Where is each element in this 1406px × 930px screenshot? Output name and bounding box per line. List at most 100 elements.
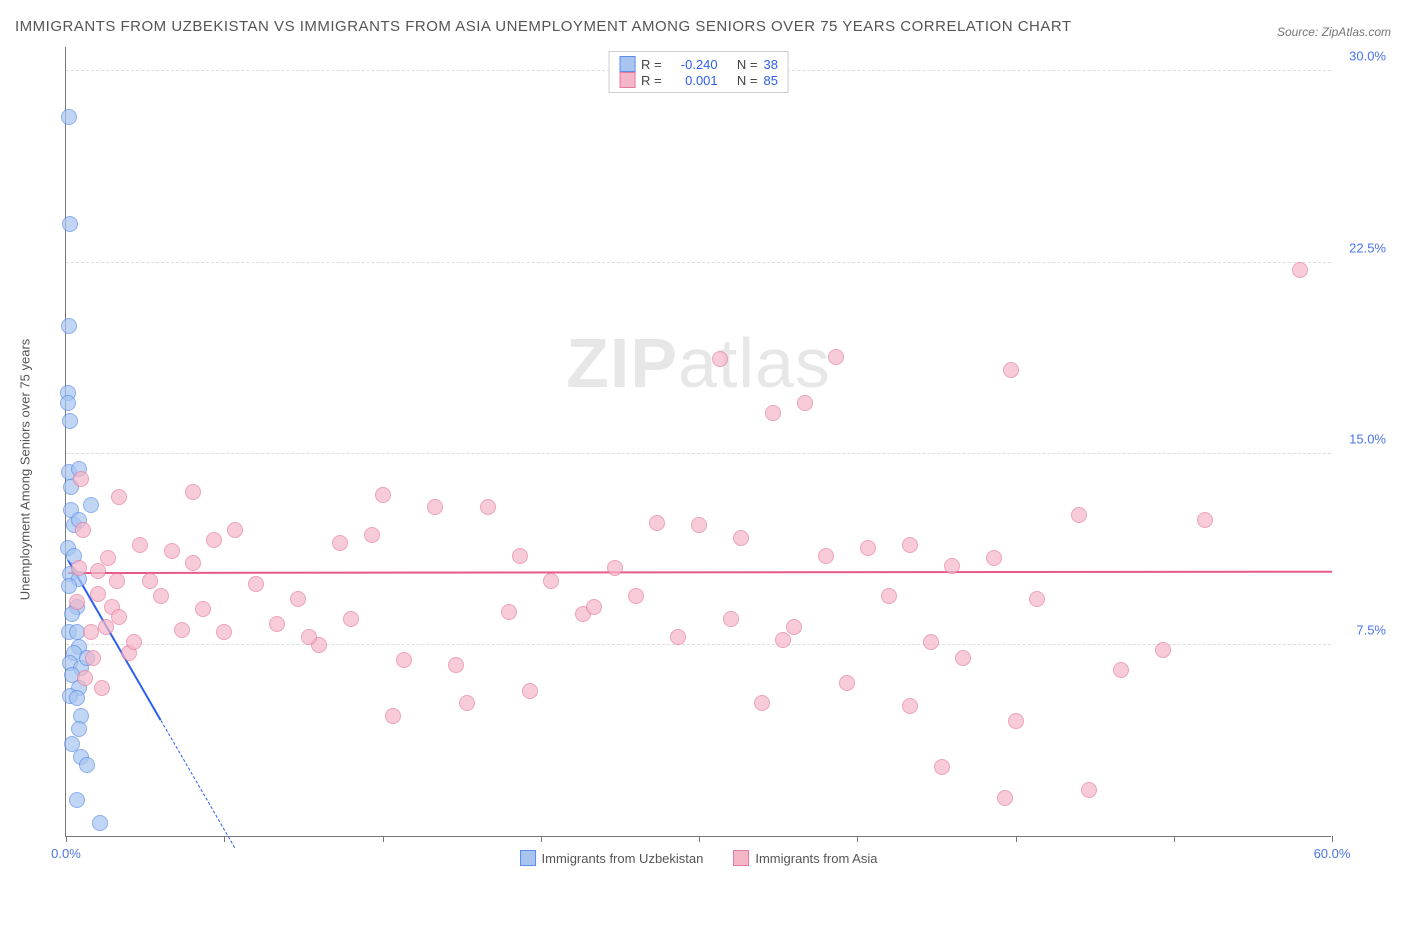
scatter-point-asia bbox=[111, 489, 127, 505]
n-value: 38 bbox=[763, 57, 777, 72]
scatter-point-asia bbox=[586, 599, 602, 615]
scatter-point-asia bbox=[1292, 262, 1308, 278]
scatter-point-asia bbox=[944, 558, 960, 574]
x-tick bbox=[857, 836, 858, 842]
scatter-point-asia bbox=[775, 632, 791, 648]
scatter-point-asia bbox=[1197, 512, 1213, 528]
scatter-point-asia bbox=[69, 594, 85, 610]
watermark-bold: ZIP bbox=[566, 324, 678, 402]
scatter-point-asia bbox=[512, 548, 528, 564]
x-tick-label: 0.0% bbox=[51, 846, 81, 861]
header-row: IMMIGRANTS FROM UZBEKISTAN VS IMMIGRANTS… bbox=[15, 15, 1391, 39]
scatter-point-asia bbox=[955, 650, 971, 666]
scatter-point-asia bbox=[83, 624, 99, 640]
scatter-point-asia bbox=[301, 629, 317, 645]
scatter-point-uzbekistan bbox=[60, 395, 76, 411]
source-value: ZipAtlas.com bbox=[1322, 25, 1391, 39]
scatter-point-asia bbox=[1003, 362, 1019, 378]
watermark: ZIPatlas bbox=[566, 323, 831, 403]
scatter-point-asia bbox=[1081, 782, 1097, 798]
r-value: 0.001 bbox=[668, 73, 718, 88]
scatter-point-asia bbox=[934, 759, 950, 775]
scatter-point-uzbekistan bbox=[61, 318, 77, 334]
scatter-point-asia bbox=[733, 530, 749, 546]
trend-line bbox=[68, 570, 1332, 573]
r-label: R = bbox=[641, 73, 662, 88]
scatter-point-asia bbox=[427, 499, 443, 515]
scatter-point-asia bbox=[628, 588, 644, 604]
legend-swatch bbox=[520, 850, 536, 866]
scatter-point-asia bbox=[343, 611, 359, 627]
legend-swatch bbox=[619, 56, 635, 72]
scatter-point-uzbekistan bbox=[61, 578, 77, 594]
legend-series-item: Immigrants from Asia bbox=[733, 850, 877, 866]
gridline-h bbox=[66, 262, 1331, 263]
x-tick bbox=[699, 836, 700, 842]
legend-series-label: Immigrants from Uzbekistan bbox=[542, 851, 704, 866]
scatter-point-asia bbox=[364, 527, 380, 543]
legend-series-item: Immigrants from Uzbekistan bbox=[520, 850, 704, 866]
scatter-point-uzbekistan bbox=[79, 757, 95, 773]
scatter-point-asia bbox=[501, 604, 517, 620]
y-tick-label: 30.0% bbox=[1336, 49, 1386, 64]
chart-container: Unemployment Among Seniors over 75 years… bbox=[15, 47, 1391, 877]
legend-swatch bbox=[733, 850, 749, 866]
scatter-point-asia bbox=[902, 698, 918, 714]
scatter-point-asia bbox=[174, 622, 190, 638]
scatter-point-asia bbox=[153, 588, 169, 604]
r-value: -0.240 bbox=[668, 57, 718, 72]
source-prefix: Source: bbox=[1277, 25, 1318, 39]
scatter-point-asia bbox=[902, 537, 918, 553]
y-tick-label: 7.5% bbox=[1336, 622, 1386, 637]
scatter-point-asia bbox=[480, 499, 496, 515]
legend-series: Immigrants from Uzbekistan Immigrants fro… bbox=[520, 850, 878, 866]
scatter-point-asia bbox=[290, 591, 306, 607]
scatter-point-asia bbox=[1008, 713, 1024, 729]
scatter-point-asia bbox=[375, 487, 391, 503]
scatter-point-asia bbox=[649, 515, 665, 531]
legend-swatch bbox=[619, 72, 635, 88]
scatter-point-asia bbox=[73, 471, 89, 487]
scatter-point-asia bbox=[94, 680, 110, 696]
scatter-point-asia bbox=[126, 634, 142, 650]
legend-correlation: R = -0.240 N = 38R = 0.001 N = 85 bbox=[608, 51, 789, 93]
scatter-point-asia bbox=[332, 535, 348, 551]
n-label: N = bbox=[737, 57, 758, 72]
legend-stat-row: R = 0.001 N = 85 bbox=[619, 72, 778, 88]
scatter-point-uzbekistan bbox=[69, 624, 85, 640]
scatter-point-uzbekistan bbox=[92, 815, 108, 831]
scatter-point-asia bbox=[109, 573, 125, 589]
scatter-point-asia bbox=[839, 675, 855, 691]
scatter-point-asia bbox=[164, 543, 180, 559]
scatter-point-asia bbox=[227, 522, 243, 538]
scatter-point-uzbekistan bbox=[62, 413, 78, 429]
scatter-point-uzbekistan bbox=[69, 690, 85, 706]
x-tick bbox=[224, 836, 225, 842]
legend-series-label: Immigrants from Asia bbox=[755, 851, 877, 866]
n-value: 85 bbox=[763, 73, 777, 88]
scatter-point-asia bbox=[90, 586, 106, 602]
n-label: N = bbox=[737, 73, 758, 88]
scatter-point-asia bbox=[797, 395, 813, 411]
scatter-point-asia bbox=[543, 573, 559, 589]
scatter-point-asia bbox=[90, 563, 106, 579]
scatter-point-asia bbox=[185, 484, 201, 500]
scatter-point-asia bbox=[1155, 642, 1171, 658]
scatter-point-asia bbox=[185, 555, 201, 571]
scatter-point-asia bbox=[986, 550, 1002, 566]
scatter-point-asia bbox=[132, 537, 148, 553]
scatter-point-asia bbox=[77, 670, 93, 686]
scatter-point-uzbekistan bbox=[69, 792, 85, 808]
gridline-h bbox=[66, 453, 1331, 454]
x-tick bbox=[1016, 836, 1017, 842]
y-tick-label: 22.5% bbox=[1336, 240, 1386, 255]
scatter-point-asia bbox=[142, 573, 158, 589]
scatter-point-asia bbox=[828, 349, 844, 365]
scatter-point-asia bbox=[206, 532, 222, 548]
watermark-light: atlas bbox=[678, 324, 831, 402]
scatter-point-asia bbox=[997, 790, 1013, 806]
scatter-point-asia bbox=[75, 522, 91, 538]
x-tick-label: 60.0% bbox=[1314, 846, 1351, 861]
chart-title: IMMIGRANTS FROM UZBEKISTAN VS IMMIGRANTS… bbox=[15, 15, 1072, 39]
scatter-point-asia bbox=[1029, 591, 1045, 607]
